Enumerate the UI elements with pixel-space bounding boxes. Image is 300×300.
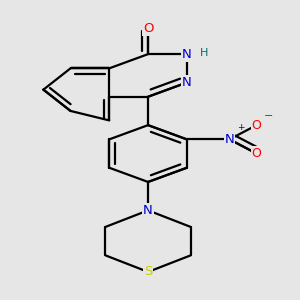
Text: −: −	[264, 111, 273, 121]
Text: O: O	[252, 147, 262, 160]
Text: O: O	[143, 22, 153, 34]
Text: N: N	[143, 204, 153, 217]
Text: O: O	[252, 118, 262, 132]
Text: +: +	[237, 123, 244, 132]
Text: H: H	[200, 48, 208, 58]
Text: N: N	[182, 48, 192, 61]
Text: S: S	[144, 266, 152, 278]
Text: N: N	[182, 48, 192, 61]
Text: N: N	[225, 133, 234, 146]
Text: N: N	[182, 76, 192, 89]
